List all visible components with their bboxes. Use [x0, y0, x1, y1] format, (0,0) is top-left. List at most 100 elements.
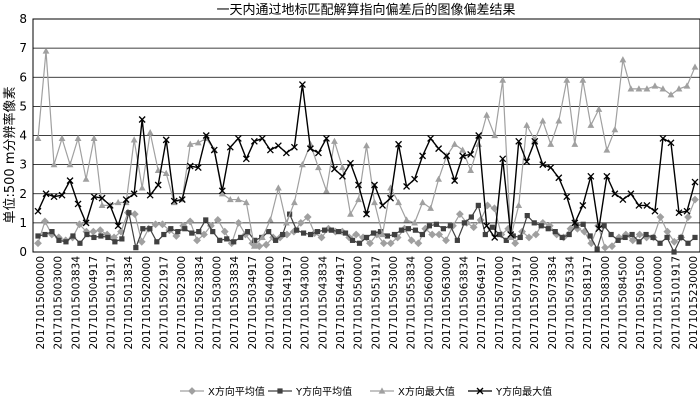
data-point — [683, 207, 691, 215]
data-point — [162, 169, 170, 176]
data-point — [580, 221, 586, 227]
legend-marker — [277, 388, 283, 394]
data-point — [627, 85, 635, 92]
y-tick-label: 1 — [19, 216, 27, 230]
data-point — [138, 116, 146, 123]
data-point — [114, 198, 122, 206]
data-point — [96, 226, 105, 235]
data-point — [635, 85, 643, 92]
x-tick-label: 20171015004917 — [88, 256, 100, 350]
data-point — [175, 229, 181, 235]
series-2 — [35, 202, 698, 255]
data-point — [162, 136, 170, 144]
data-point — [377, 229, 384, 235]
data-point — [66, 161, 74, 168]
data-point — [443, 152, 451, 160]
data-point — [573, 223, 579, 229]
data-point — [290, 143, 298, 151]
data-point — [363, 142, 370, 149]
data-point — [559, 234, 565, 241]
data-point — [147, 226, 153, 232]
data-point — [49, 229, 55, 235]
data-point — [82, 175, 90, 182]
data-point — [403, 183, 411, 190]
x-tick-label: 20171015044917 — [335, 256, 347, 350]
data-point — [363, 210, 370, 218]
data-point — [119, 236, 125, 242]
data-point — [622, 234, 628, 241]
data-point — [133, 245, 139, 251]
data-point — [387, 194, 394, 202]
data-point — [419, 198, 426, 206]
data-point — [356, 240, 363, 246]
y-tick-label: 3 — [19, 158, 27, 172]
data-point — [154, 239, 160, 245]
data-point — [427, 134, 435, 142]
data-point — [75, 220, 84, 229]
data-point — [587, 172, 595, 180]
data-point — [273, 237, 279, 243]
data-point — [538, 223, 544, 229]
data-point — [675, 209, 683, 217]
data-point — [314, 149, 322, 157]
data-point — [475, 202, 481, 208]
series-layer — [34, 47, 699, 255]
x-tick-label: 20171015003834 — [70, 256, 82, 350]
data-point — [435, 175, 443, 182]
x-tick-label: 20171015064917 — [476, 256, 488, 350]
data-point — [146, 191, 154, 199]
data-point — [186, 162, 194, 170]
data-point — [667, 139, 675, 147]
data-point — [547, 164, 555, 171]
data-point — [511, 239, 520, 248]
data-point — [427, 204, 434, 211]
data-point — [467, 150, 475, 158]
data-point — [42, 190, 50, 198]
x-tick-label: 20171015073834 — [547, 256, 559, 350]
y-tick-label: 0 — [19, 245, 27, 259]
data-point — [496, 231, 502, 238]
data-point — [426, 223, 433, 229]
data-point — [315, 163, 322, 171]
data-point — [202, 132, 210, 139]
data-point — [659, 85, 667, 92]
data-point — [50, 193, 58, 201]
y-axis-label: 单位:500 m分辨率像素 — [2, 87, 18, 224]
data-point — [611, 190, 619, 198]
data-point — [250, 242, 258, 249]
data-point — [226, 195, 234, 203]
x-axis-ticks: 20171015000000 20171015003000 201710150038… — [35, 256, 700, 350]
data-point — [684, 213, 692, 221]
y-axis-ticks: 0 1 2 3 4 5 6 7 8 — [19, 12, 27, 259]
data-point — [98, 233, 104, 239]
data-point — [603, 172, 611, 180]
data-point — [657, 240, 663, 246]
legend-item: Y方向平均值 — [268, 385, 352, 398]
data-point — [193, 236, 201, 245]
series-line — [37, 199, 696, 249]
data-point — [220, 227, 229, 236]
data-point — [314, 229, 321, 235]
data-point — [200, 230, 208, 239]
data-point — [154, 181, 162, 189]
data-point — [231, 239, 237, 245]
x-tick-label: 20171015070000 — [494, 256, 506, 350]
x-tick-label: 20171015023834 — [194, 256, 206, 350]
data-point — [635, 230, 644, 239]
data-point — [563, 76, 571, 83]
data-point — [130, 190, 138, 198]
data-point — [545, 226, 551, 232]
data-point — [555, 117, 563, 124]
data-point — [656, 213, 665, 221]
data-point — [539, 117, 547, 124]
data-point — [355, 181, 362, 189]
data-point — [274, 142, 282, 150]
data-point — [563, 193, 571, 201]
x-tick-label: 20171015081917 — [582, 256, 594, 350]
data-point — [352, 230, 361, 239]
data-point — [595, 225, 603, 233]
data-point — [667, 91, 675, 98]
x-tick-label: 20171015071917 — [512, 256, 524, 350]
data-point — [391, 231, 398, 238]
data-point — [203, 217, 209, 223]
